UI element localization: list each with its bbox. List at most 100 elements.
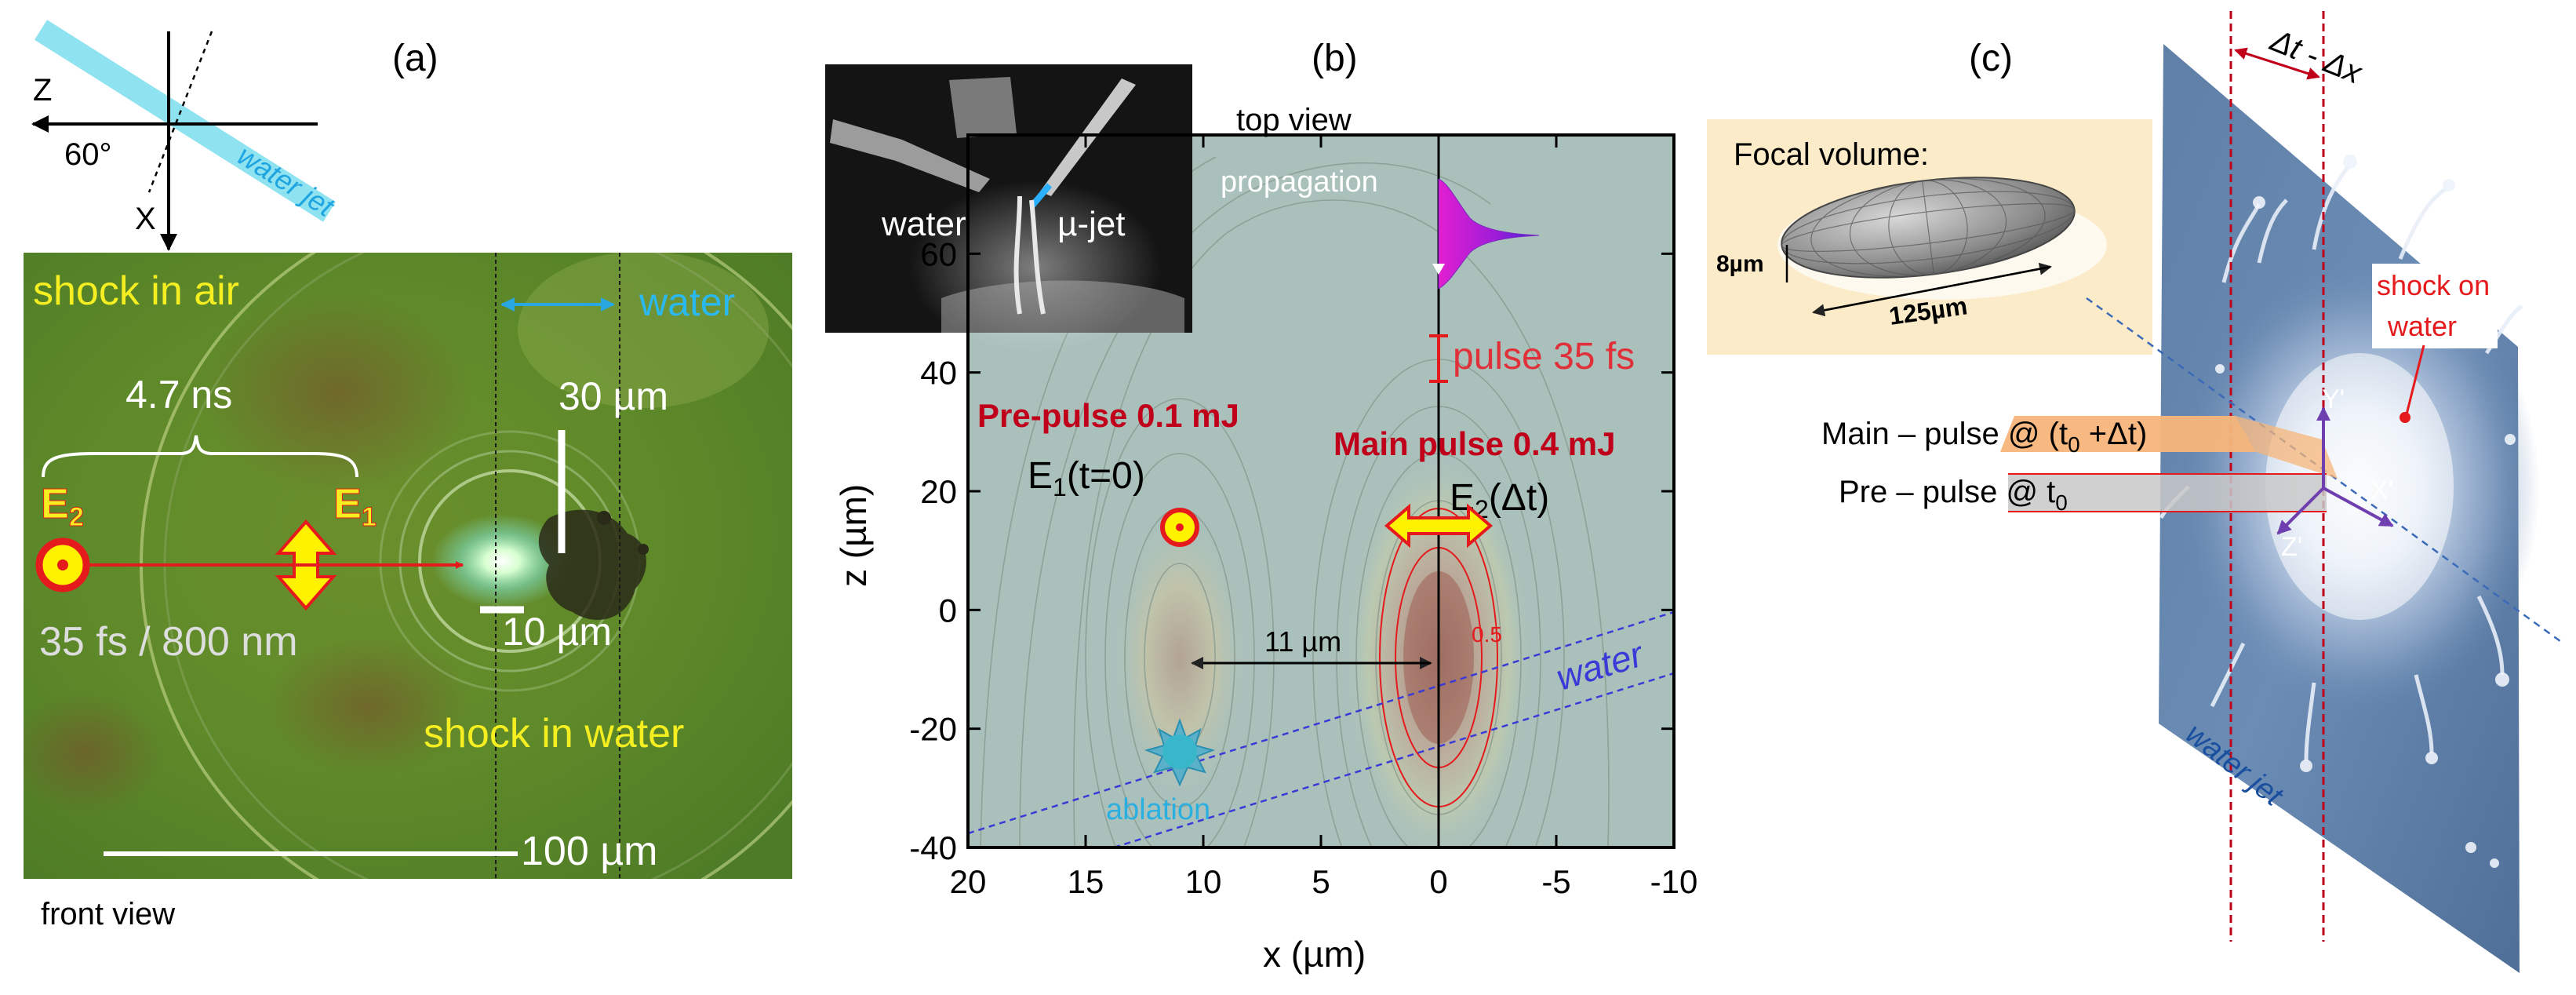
inset-water-stream [1013,195,1046,315]
plasma-glow [431,514,573,608]
propagation-label: propagation [1221,166,1378,199]
x-tick-label: 10 [1185,863,1222,900]
water-jet-beam [35,20,336,222]
brown-blotch-1 [204,290,471,494]
focal-volume-title: Focal volume: [1734,137,1929,172]
x-axis-label: X [135,202,156,236]
e1-time-rest: (t=0) [1067,455,1145,497]
prepulse-field-dot [1176,523,1184,531]
y-axis-title: z (µm) [833,484,874,587]
inset-bowl [941,280,1184,333]
delta-label: Δt - Δx [2265,23,2368,91]
brown-blotch-2 [267,636,471,777]
pre-pulse-sub: 0 [2055,490,2068,515]
e1-label-sub: 1 [362,502,377,532]
water-boundary-b2 [1113,672,1674,847]
panel-c-label: (c) [1969,38,2013,79]
water-jet-label: water jet [232,139,341,224]
shock-label-bg [2372,264,2498,348]
e2-time-rest: (Δt) [1489,477,1549,519]
shock-in-water-label: shock in water [424,711,684,756]
y-tick-label: 20 [920,473,957,510]
e1-label: E1 [333,480,377,532]
contour-value-label: 0.5 [1472,622,1502,647]
panel-a-axes-sketch: Z X 60° water jet [31,20,341,251]
water-boundary-b1 [968,610,1674,835]
shock-in-air-label: shock in air [33,268,239,314]
e1-time-label: E1(t=0) [1028,455,1145,501]
plot-axes: 20 15 10 5 0 -5 -10 -40 -20 0 20 40 60 [909,133,1697,900]
inset-nozzle-left [830,119,990,192]
pre-pulse-halo [1109,508,1250,807]
x-tick-label: 0 [1429,863,1447,900]
shock-pointer [2405,344,2425,415]
panel-c: (c) [1707,11,2564,973]
e2-label-sub: 2 [69,502,84,532]
scale-10um-label: 10 µm [502,610,612,654]
debris-dot-1 [597,511,611,525]
y-tick-label: -20 [909,711,957,748]
dim-125um-arrow-back [1812,265,2051,317]
x-tick-label: 5 [1312,863,1330,900]
dotted-normal-line [147,31,213,193]
x-tick-label: 15 [1068,863,1104,900]
green-patch [518,253,769,408]
panel-a-label: (a) [392,38,438,79]
panel-a: (a) Z X 60° water jet [24,20,792,931]
separation-label: 11 µm [1264,625,1341,658]
water-label-a: water [639,280,735,324]
x-tick-label: -5 [1541,863,1570,900]
prepulse-label: Pre-pulse 0.1 mJ [977,397,1239,434]
delta-arrow-back [2234,47,2319,78]
inset-jet-label: µ-jet [1057,205,1125,243]
pulse-direction-arrow [1432,264,1445,275]
axis-z-prime [2276,487,2325,535]
z-axis-label: Z [33,73,52,108]
scale-30um-label: 30 µm [558,374,668,418]
angle-label: 60° [64,137,112,172]
y-tick-label: 60 [920,235,957,272]
e1-label-main: E [333,480,362,527]
mainpulse-field-arrow [1384,503,1494,549]
panel-b-label: (b) [1312,38,1358,79]
panel-b: (b) [825,38,1697,975]
e2-label: E2 [41,480,84,532]
scale-100um-label: 100 µm [521,829,657,874]
time-label: 4.7 ns [126,373,232,417]
e2-field-dot [57,559,68,570]
top-view-label: top view [1236,103,1352,137]
main-pulse-rest: +Δt) [2080,417,2148,451]
main-pulse-label-c: Main – pulse @ (t0 +Δt) [1821,417,2147,457]
pre-pulse-text: Pre – pulse @ t [1839,475,2055,509]
pre-pulse-beam [2008,474,2327,512]
e1-time-sub: 1 [1053,473,1067,501]
debris-dot-2 [638,544,649,555]
y-tick-label: -40 [909,829,957,866]
x-tick-label: 20 [950,863,987,900]
inset-nozzle-right [1040,78,1136,196]
time-brace [42,435,358,478]
inset-photo: water µ-jet [825,64,1192,353]
ablation-icon [1144,718,1216,787]
e1-time-main: E [1028,455,1053,497]
dim-8um-label: 8µm [1716,251,1764,277]
main-pulse-text: Main – pulse @ (t [1821,417,2068,451]
pre-pulse-label-c: Pre – pulse @ t0 [1839,475,2068,515]
e2-label-main: E [41,480,69,527]
axis-y-prime-label: Y' [2322,385,2345,414]
brown-blotch-3 [24,691,165,816]
contour-plot [968,135,1674,847]
main-pulse-beam-ext [2236,416,2338,479]
inset-water-label: water [881,205,966,243]
focal-ellipsoid-grid [1781,178,2076,277]
pulse-label: 35 fs / 800 nm [39,619,298,665]
main-pulse-beam [2000,416,2256,452]
y-tick-label: 40 [920,355,957,392]
shock-pointer-dot [2400,412,2410,423]
y-tick-label: 0 [939,592,957,629]
shock-water-label: water [2387,310,2457,342]
ablation-label: ablation [1106,793,1210,826]
x-axis-title: x (µm) [1263,934,1366,975]
main-pulse-label: Main pulse 0.4 mJ [1333,425,1615,462]
